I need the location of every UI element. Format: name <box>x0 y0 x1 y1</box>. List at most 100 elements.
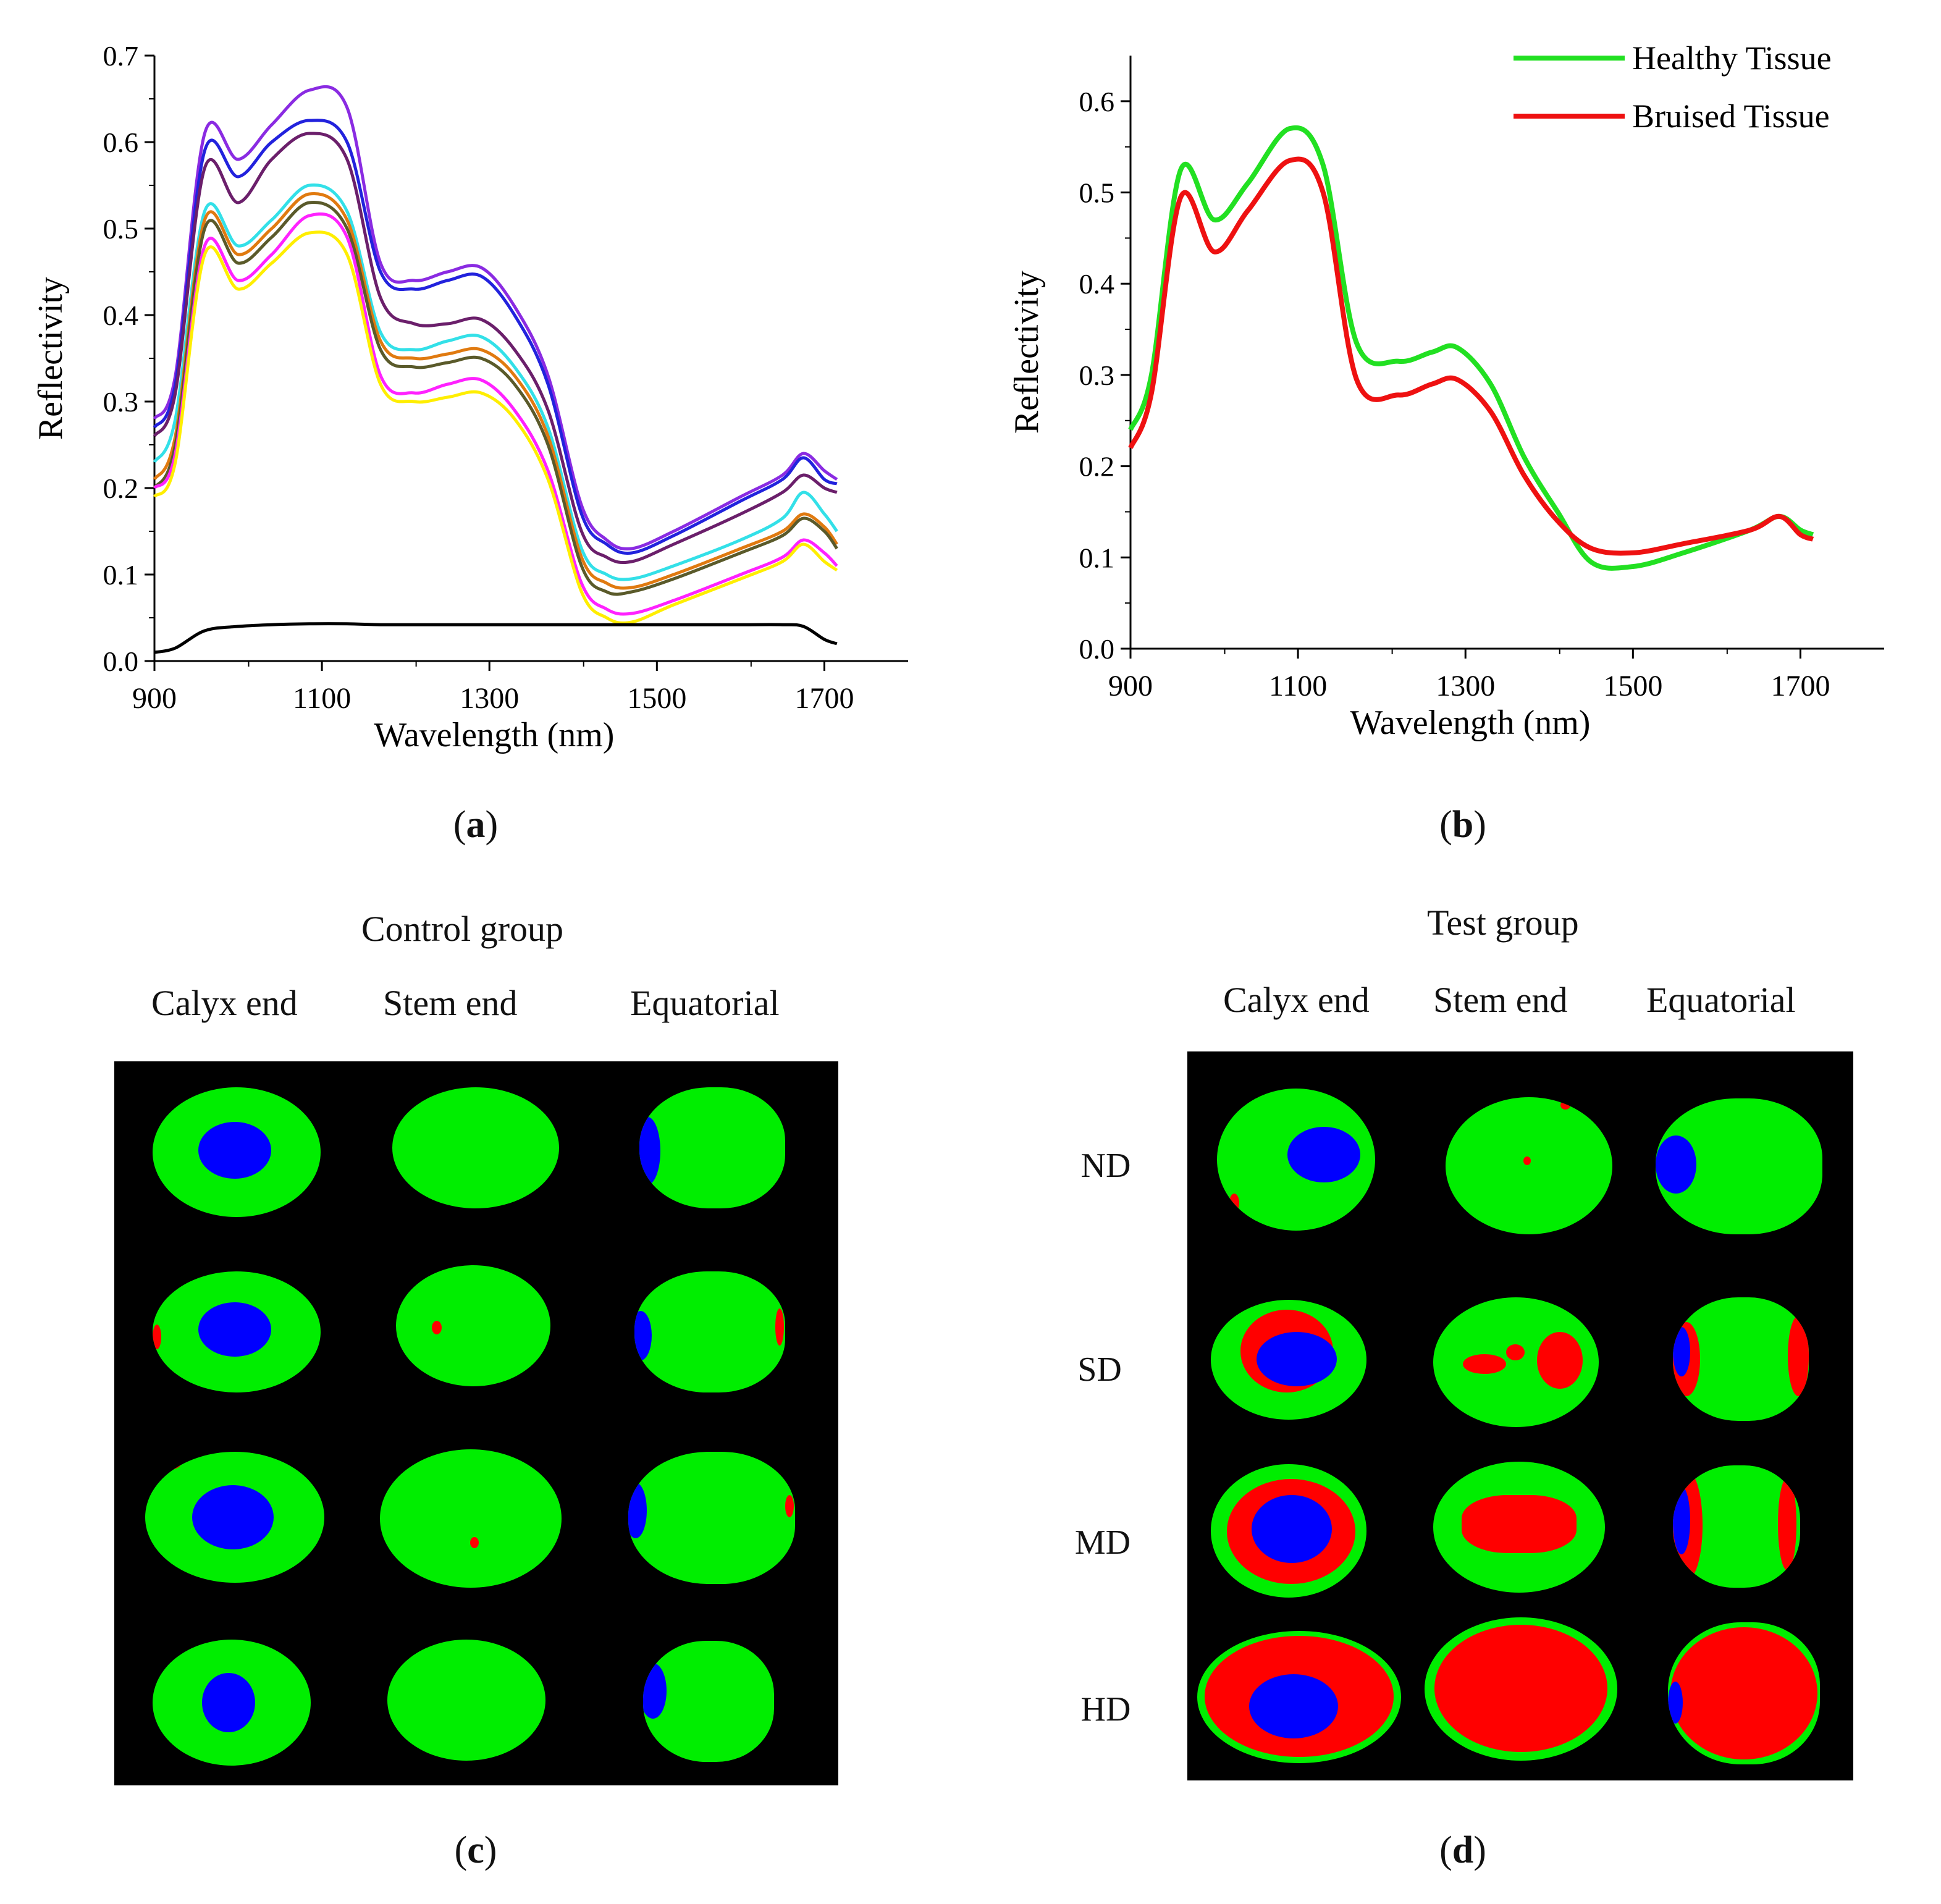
x-tick-label: 1100 <box>293 682 351 715</box>
bruise-region <box>775 1308 784 1346</box>
control-equ-3 <box>628 1452 795 1584</box>
calyx-region <box>1673 1327 1690 1376</box>
test-equ-nd <box>1656 1098 1822 1234</box>
test-calyx-nd <box>1217 1089 1375 1231</box>
calyx-region <box>1656 1135 1696 1194</box>
panel-label-b: (b) <box>1439 804 1486 846</box>
test-equ-hd <box>1668 1622 1820 1764</box>
test-stem-md <box>1433 1462 1605 1593</box>
control-calyx-2 <box>153 1271 321 1392</box>
x-tick-label: 1700 <box>794 682 854 715</box>
chart-b: 900 1100 1300 1500 1700 0.0 0.1 0.2 0.3 0.4 0.5 0.6… <box>1008 40 1884 742</box>
test-row-nd: ND <box>1080 1147 1131 1185</box>
bruise-region <box>1229 1194 1239 1212</box>
calyx-region <box>1668 1682 1683 1724</box>
calyx-region <box>198 1302 271 1357</box>
calyx-region <box>634 1311 652 1360</box>
y-tick-label: 0.6 <box>103 127 139 158</box>
x-tick-label: 1100 <box>1269 670 1327 702</box>
y-tick-label: 0.4 <box>103 300 139 331</box>
control-equ-4 <box>643 1641 774 1762</box>
bruise-region <box>1523 1156 1531 1165</box>
y-tick-label: 0.1 <box>103 559 139 591</box>
y-tick-label: 0.1 <box>1079 542 1115 573</box>
series-line-curve-black-reference <box>154 622 838 654</box>
control-calyx-1 <box>153 1087 321 1217</box>
y-tick-label: 0.0 <box>1079 633 1115 665</box>
calyx-region <box>1249 1674 1338 1738</box>
test-row-sd: SD <box>1077 1350 1122 1389</box>
control-equ-1 <box>639 1087 785 1208</box>
panel-label-a: (a) <box>453 804 499 846</box>
legend-label: Bruised Tissue <box>1632 98 1830 135</box>
bruise-region <box>470 1537 479 1548</box>
calyx-region <box>202 1673 255 1732</box>
test-calyx-hd <box>1197 1631 1401 1763</box>
x-tick-label: 1500 <box>627 682 686 715</box>
test-equ-sd <box>1673 1297 1809 1421</box>
chart-a: 900 1100 1300 1500 1700 0.0 0.1 0.2 0.3 0.4 0.5 0.6… <box>32 40 908 754</box>
series-line-curve-violet <box>153 85 838 551</box>
test-stem-sd <box>1433 1297 1599 1427</box>
bruise-region <box>1778 1478 1796 1570</box>
bruise-region <box>1537 1332 1583 1389</box>
test-stem-hd <box>1425 1617 1617 1761</box>
series-line-curve-magenta <box>153 212 838 616</box>
series-line-healthy-tissue <box>1128 125 1814 571</box>
x-tick-label: 1700 <box>1770 670 1830 702</box>
series-line-curve-yellow <box>153 230 838 625</box>
bruise-region <box>1462 1495 1577 1553</box>
control-col-equatorial: Equatorial <box>630 983 780 1023</box>
bruise-region <box>1560 1101 1570 1110</box>
series-line-curve-purple <box>153 132 838 565</box>
y-tick-label: 0.2 <box>1079 451 1115 482</box>
test-calyx-md <box>1211 1464 1366 1598</box>
series-line-curve-olive <box>153 201 838 596</box>
test-row-md: MD <box>1074 1523 1131 1562</box>
control-image-grid <box>114 1061 838 1785</box>
control-group-title: Control group <box>361 909 564 949</box>
x-tick-label: 1500 <box>1603 670 1662 702</box>
x-axis-label: Wavelength (nm) <box>374 716 615 754</box>
calyx-region <box>628 1483 647 1538</box>
series-line-curve-cyan <box>153 183 838 581</box>
bruise-region <box>1788 1316 1809 1396</box>
y-tick-label: 0.2 <box>103 473 139 504</box>
test-group-title: Test group <box>1427 903 1579 943</box>
bruise-region <box>1463 1354 1506 1374</box>
legend-label: Healthy Tissue <box>1632 40 1832 77</box>
bruise-region <box>1434 1625 1607 1752</box>
y-tick-label: 0.4 <box>1079 268 1115 300</box>
bruise-region <box>785 1495 794 1517</box>
test-col-calyx: Calyx end <box>1223 980 1370 1020</box>
y-axis-label: Reflectivity <box>1008 271 1046 434</box>
series-line-curve-blue <box>153 119 838 555</box>
test-calyx-sd <box>1211 1300 1366 1420</box>
panel-label-c: (c) <box>454 1829 497 1871</box>
series-line-curve-orange <box>153 192 838 590</box>
x-tick-label: 1300 <box>1436 670 1495 702</box>
bruise-region <box>1506 1344 1525 1360</box>
control-col-stem: Stem end <box>383 983 518 1023</box>
calyx-region <box>643 1663 667 1719</box>
calyx-region <box>1673 1486 1690 1554</box>
y-axis-label: Reflectivity <box>32 277 70 440</box>
x-tick-label: 900 <box>1108 670 1153 702</box>
test-stem-nd <box>1446 1097 1612 1234</box>
y-tick-label: 0.7 <box>103 40 139 72</box>
y-tick-label: 0.5 <box>103 213 139 245</box>
test-row-hd: HD <box>1080 1690 1131 1729</box>
control-equ-2 <box>634 1271 785 1392</box>
panel-label-d: (d) <box>1439 1829 1486 1871</box>
bruise-region <box>1670 1627 1817 1759</box>
control-stem-4 <box>387 1640 545 1761</box>
calyx-region <box>1287 1127 1360 1182</box>
control-stem-1 <box>392 1087 559 1208</box>
series-line-bruised-tissue <box>1128 156 1814 556</box>
test-col-stem: Stem end <box>1433 980 1568 1020</box>
control-stem-3 <box>380 1449 562 1588</box>
test-image-grid <box>1187 1051 1853 1780</box>
calyx-region <box>639 1117 660 1185</box>
calyx-region <box>192 1485 274 1549</box>
y-tick-label: 0.0 <box>103 646 139 677</box>
